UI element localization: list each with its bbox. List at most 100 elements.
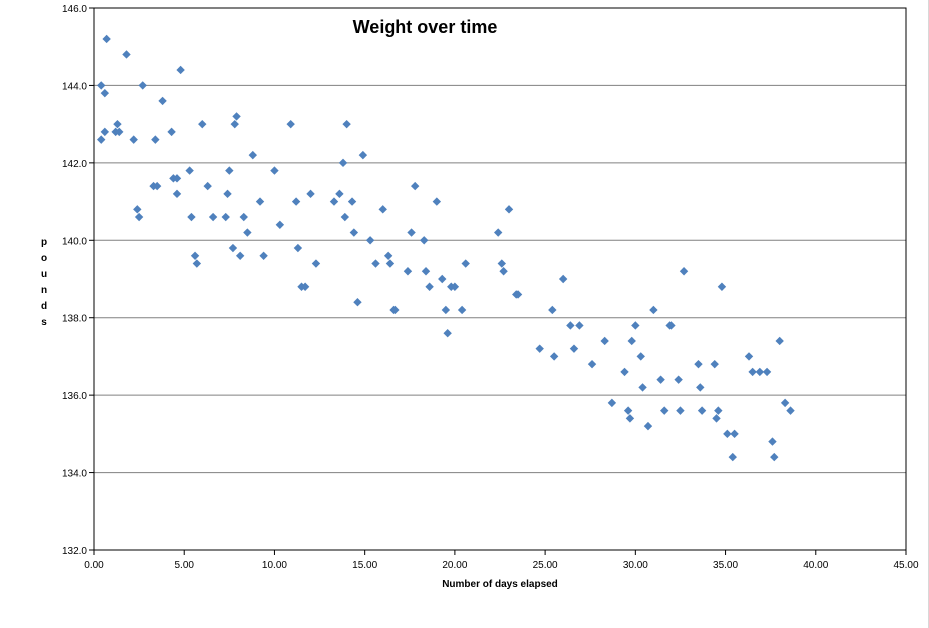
data-point: [353, 298, 362, 307]
data-point: [457, 305, 467, 315]
data-point: [102, 34, 111, 44]
data-point: [167, 127, 176, 137]
y-tick-label: 146.0: [62, 4, 87, 15]
data-point: [378, 205, 387, 214]
data-point: [329, 197, 339, 206]
data-point: [239, 212, 248, 222]
data-point: [575, 321, 584, 330]
data-point: [770, 452, 779, 462]
axis-ticks: 132.0 134.0 136.0 138.0 140.0 142.0 144.0 146.0…: [62, 4, 919, 571]
data-point: [391, 305, 400, 315]
data-point: [97, 135, 106, 144]
data-point: [349, 228, 359, 237]
data-point: [190, 251, 200, 260]
data-point: [558, 274, 568, 284]
x-axis-title: Number of days elapsed: [442, 579, 558, 590]
data-point: [115, 127, 124, 137]
chart-title: Weight over time: [353, 17, 498, 37]
data-point: [768, 437, 777, 446]
data-point: [679, 267, 689, 276]
data-point: [723, 429, 732, 439]
data-point: [228, 243, 238, 253]
y-tick-label: 142.0: [62, 159, 87, 170]
data-point: [786, 406, 795, 415]
data-point: [513, 290, 523, 299]
data-point: [97, 81, 106, 90]
data-point: [243, 228, 252, 237]
data-point: [762, 367, 772, 377]
data-point: [549, 352, 559, 361]
data-point: [248, 150, 257, 160]
data-point: [221, 212, 230, 222]
data-point: [504, 205, 514, 214]
data-point: [450, 282, 460, 291]
data-point: [347, 197, 357, 206]
data-point: [710, 359, 719, 369]
data-point: [176, 65, 185, 75]
data-point: [187, 212, 196, 222]
data-point: [286, 119, 295, 129]
data-point: [443, 329, 452, 338]
data-point: [499, 267, 508, 276]
data-point: [730, 429, 739, 439]
data-point: [694, 359, 703, 369]
data-point: [775, 336, 784, 346]
data-point: [461, 259, 470, 268]
x-tick-label: 15.00: [352, 560, 377, 571]
data-point: [371, 259, 380, 268]
y-tick-label: 138.0: [62, 314, 87, 325]
plot-area-border: [93, 7, 907, 551]
data-point: [441, 305, 451, 315]
data-point: [432, 197, 442, 206]
data-point: [192, 259, 202, 268]
data-point: [230, 119, 239, 129]
data-point: [138, 81, 147, 90]
x-tick-label: 10.00: [262, 560, 287, 571]
x-tick-label: 25.00: [533, 560, 558, 571]
data-point: [100, 127, 110, 137]
data-point: [755, 367, 765, 377]
x-tick-label: 45.00: [893, 560, 918, 571]
data-point: [748, 367, 757, 377]
y-tick-label: 136.0: [62, 391, 87, 402]
data-point: [152, 181, 162, 191]
y-tick-label: 140.0: [62, 236, 87, 247]
data-point: [607, 398, 617, 408]
data-point: [100, 88, 110, 98]
x-tick-label: 35.00: [713, 560, 738, 571]
y-tick-label: 144.0: [62, 81, 87, 92]
data-point: [548, 305, 557, 315]
x-tick-label: 30.00: [623, 560, 648, 571]
data-point: [728, 452, 737, 462]
data-point: [134, 212, 144, 222]
data-point: [407, 228, 416, 237]
data-point: [623, 406, 633, 415]
data-point: [744, 352, 754, 361]
data-point: [780, 398, 790, 408]
data-point: [674, 375, 683, 384]
data-point: [300, 282, 310, 291]
data-point: [291, 197, 301, 206]
data-point: [625, 414, 635, 423]
data-point: [198, 119, 207, 129]
data-point: [172, 174, 182, 183]
data-point: [627, 336, 636, 346]
data-point: [293, 243, 303, 253]
data-point: [383, 251, 393, 260]
data-point: [535, 344, 544, 353]
data-point: [600, 336, 609, 346]
y-tick-label: 134.0: [62, 469, 87, 480]
data-point: [358, 150, 368, 160]
data-point: [311, 259, 321, 268]
data-point: [660, 406, 669, 415]
data-point: [151, 135, 160, 144]
y-tick-label: 132.0: [62, 546, 87, 557]
data-point: [631, 321, 640, 330]
data-points: [97, 34, 795, 462]
data-point: [410, 181, 420, 191]
data-point: [697, 406, 707, 415]
data-point: [493, 228, 503, 237]
x-tick-label: 5.00: [174, 560, 194, 571]
